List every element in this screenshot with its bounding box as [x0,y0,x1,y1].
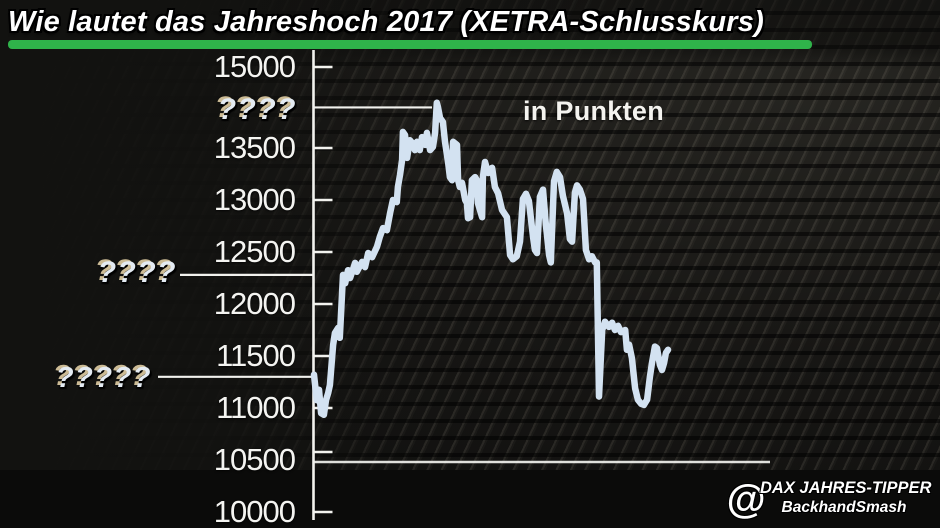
y-axis-label-11000: 11000 [216,390,296,425]
dax-series-line [310,99,672,419]
y-axis-label-15000: 15000 [213,49,296,84]
at-symbol: @ [726,478,766,522]
y-axis-label-10500: 10500 [213,442,296,477]
y-axis-label-12500: 12500 [213,234,296,269]
bottom-dark-band [0,470,940,528]
watermark-text: DAX JAHRES-TIPPER BackhandSmash [760,479,932,517]
watermark-line1: DAX JAHRES-TIPPER [760,479,932,497]
y-axis-label-13500: 13500 [213,130,296,165]
chart-unit-label: in Punkten [523,96,665,126]
y-axis-label-10000: 10000 [213,494,296,528]
annotation-jahreshoch-label: ???? [217,93,297,126]
y-axis-label-13000: 13000 [213,182,296,217]
y-axis-label-11500: 11500 [216,338,296,373]
carbon-fiber-background [0,0,940,470]
y-axis-label-12000: 12000 [213,286,296,321]
watermark-line2: BackhandSmash [781,499,907,516]
title-underline-bar [8,40,812,49]
annotation-mid-label: ???? [97,256,177,289]
page-title: Wie lautet das Jahreshoch 2017 (XETRA-Sc… [8,6,764,38]
watermark: @ DAX JAHRES-TIPPER BackhandSmash [712,476,932,524]
annotation-low-label: ????? [55,362,152,394]
